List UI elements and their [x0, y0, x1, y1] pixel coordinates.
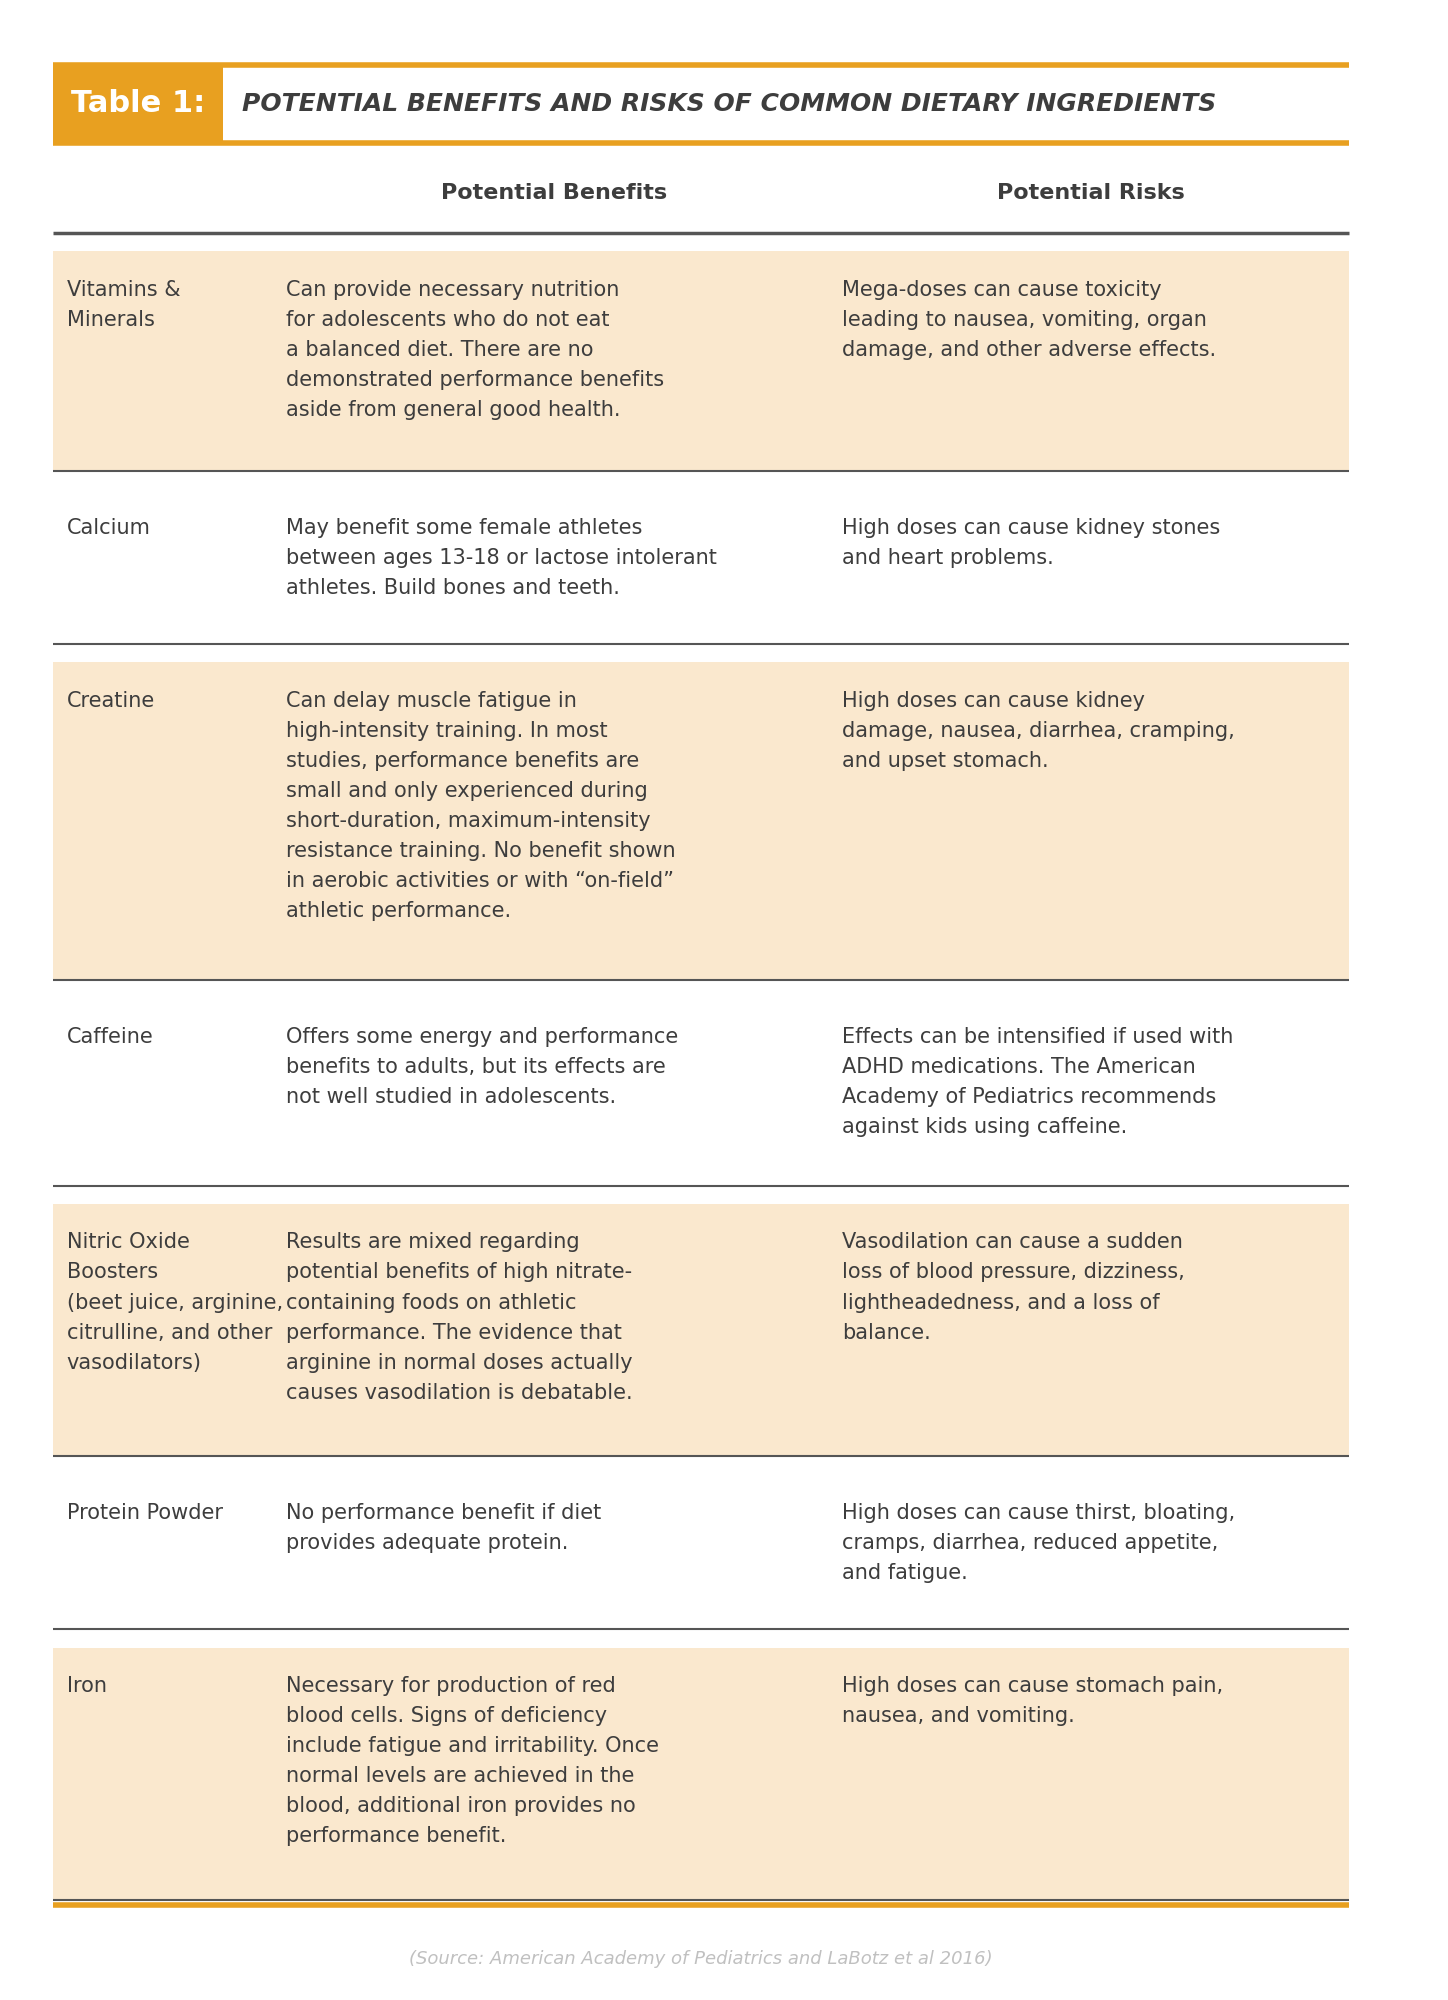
- Bar: [54, 998, 1350, 1186]
- Text: High doses can cause stomach pain,
nausea, and vomiting.: High doses can cause stomach pain, nause…: [843, 1676, 1224, 1726]
- Text: Iron: Iron: [67, 1676, 107, 1696]
- Text: Offers some energy and performance
benefits to adults, but its effects are
not w: Offers some energy and performance benef…: [285, 1026, 678, 1106]
- Bar: [54, 1474, 1350, 1630]
- Text: No performance benefit if diet
provides adequate protein.: No performance benefit if diet provides …: [285, 1504, 601, 1554]
- Bar: [54, 1648, 1350, 1900]
- Text: Effects can be intensified if used with
ADHD medications. The American
Academy o: Effects can be intensified if used with …: [843, 1026, 1234, 1136]
- Bar: [54, 64, 223, 144]
- Text: Protein Powder: Protein Powder: [67, 1504, 223, 1524]
- Bar: [54, 644, 1350, 662]
- Text: Can provide necessary nutrition
for adolescents who do not eat
a balanced diet. : Can provide necessary nutrition for adol…: [285, 280, 663, 420]
- Text: May benefit some female athletes
between ages 13-18 or lactose intolerant
athlet: May benefit some female athletes between…: [285, 518, 717, 598]
- Bar: [54, 490, 1350, 644]
- Bar: [54, 980, 1350, 998]
- Bar: [54, 1186, 1350, 1204]
- Bar: [54, 662, 1350, 980]
- Text: Vasodilation can cause a sudden
loss of blood pressure, dizziness,
lightheadedne: Vasodilation can cause a sudden loss of …: [843, 1232, 1186, 1342]
- Text: Can delay muscle fatigue in
high-intensity training. In most
studies, performanc: Can delay muscle fatigue in high-intensi…: [285, 690, 675, 922]
- Text: Table 1:: Table 1:: [71, 90, 206, 118]
- Bar: [54, 1456, 1350, 1474]
- Text: High doses can cause kidney
damage, nausea, diarrhea, cramping,
and upset stomac: High doses can cause kidney damage, naus…: [843, 690, 1235, 772]
- Text: High doses can cause thirst, bloating,
cramps, diarrhea, reduced appetite,
and f: High doses can cause thirst, bloating, c…: [843, 1504, 1235, 1584]
- Text: Nitric Oxide
Boosters
(beet juice, arginine,
citrulline, and other
vasodilators): Nitric Oxide Boosters (beet juice, argin…: [67, 1232, 282, 1372]
- Text: Caffeine: Caffeine: [67, 1026, 153, 1046]
- Text: Potential Benefits: Potential Benefits: [442, 184, 668, 204]
- Text: POTENTIAL BENEFITS AND RISKS OF COMMON DIETARY INGREDIENTS: POTENTIAL BENEFITS AND RISKS OF COMMON D…: [242, 92, 1216, 116]
- Text: Results are mixed regarding
potential benefits of high nitrate-
containing foods: Results are mixed regarding potential be…: [285, 1232, 633, 1402]
- Text: Calcium: Calcium: [67, 518, 151, 538]
- Bar: [54, 252, 1350, 472]
- Text: Necessary for production of red
blood cells. Signs of deficiency
include fatigue: Necessary for production of red blood ce…: [285, 1676, 659, 1846]
- Bar: [54, 1204, 1350, 1456]
- Text: Vitamins &
Minerals: Vitamins & Minerals: [67, 280, 181, 330]
- Bar: [54, 472, 1350, 490]
- Text: Mega-doses can cause toxicity
leading to nausea, vomiting, organ
damage, and oth: Mega-doses can cause toxicity leading to…: [843, 280, 1216, 360]
- Bar: [223, 64, 1350, 144]
- Text: Potential Risks: Potential Risks: [998, 184, 1184, 204]
- Text: (Source: American Academy of Pediatrics and LaBotz et al 2016): (Source: American Academy of Pediatrics …: [410, 1950, 993, 1968]
- Text: High doses can cause kidney stones
and heart problems.: High doses can cause kidney stones and h…: [843, 518, 1221, 568]
- Text: Creatine: Creatine: [67, 690, 155, 710]
- Bar: [54, 1630, 1350, 1648]
- Bar: [54, 232, 1350, 252]
